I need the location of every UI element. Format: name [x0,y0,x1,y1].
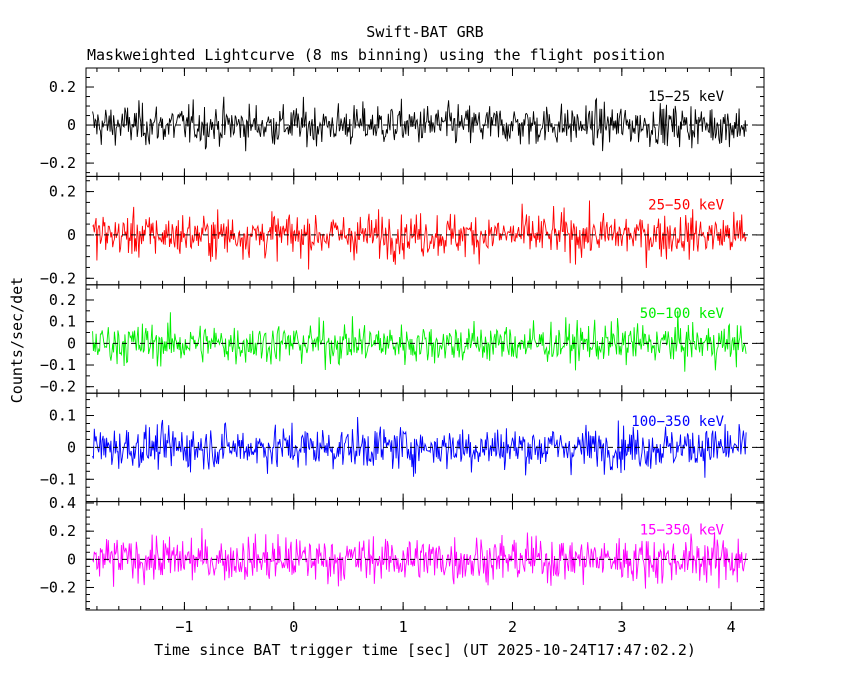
chart-subtitle: Maskweighted Lightcurve (8 ms binning) u… [87,46,665,64]
y-tick-label: 0.1 [49,407,76,425]
y-tick-label: 0 [67,550,76,568]
y-tick-label: 0.2 [49,522,76,540]
panel-1: 0.2 0 −0.2 15−25 keV [40,67,765,177]
y-tick-label: 0 [67,226,76,244]
band-label-2: 25−50 keV [648,197,724,213]
x-tick-label: −1 [175,618,193,636]
y-axis-label: Counts/sec/det [8,277,26,403]
y-tick-label: −0.1 [40,356,76,374]
y-tick-label: −0.1 [40,470,76,488]
y-tick-label: −0.2 [40,154,76,172]
series-trace-1 [92,96,747,152]
series-trace-5 [92,528,747,589]
x-tick-label: 3 [617,618,626,636]
panel-2: 0.2 0 −0.2 25−50 keV [40,175,765,287]
chart-title: Swift-BAT GRB [366,23,483,41]
series-trace-2 [92,200,747,270]
series-trace-4 [92,416,747,478]
band-label-1: 15−25 keV [648,89,724,105]
band-label-3: 50−100 keV [640,306,725,322]
y-tick-label: −0.2 [40,269,76,287]
y-tick-label: 0 [67,116,76,134]
band-label-5: 15−350 keV [640,523,725,539]
series-trace-3 [92,310,747,372]
panel-4: 0.1 0 −0.1 100−350 keV [40,392,765,503]
x-tick-label: 4 [727,618,736,636]
y-tick-label: 0.2 [49,291,76,309]
x-tick-label: 1 [399,618,408,636]
x-axis-label: Time since BAT trigger time [sec] (UT 20… [154,641,696,659]
panels-group: 0.2 0 −0.2 15−25 keV 0.2 0 −0.2 25−50 keV 0.2 0.1… [40,67,765,636]
x-tick-label: 0 [289,618,298,636]
y-tick-label: −0.2 [40,578,76,596]
y-tick-label: 0.4 [49,494,76,512]
y-tick-label: −0.2 [40,378,76,396]
y-tick-label: 0.2 [49,183,76,201]
band-label-4: 100−350 keV [631,414,724,430]
x-tick-label: 2 [508,618,517,636]
y-tick-label: 0 [67,438,76,456]
y-tick-label: 0.2 [49,78,76,96]
y-tick-label: 0.1 [49,313,76,331]
y-tick-label: 0 [67,334,76,352]
panel-3: 0.2 0.1 0 −0.1 −0.2 50−100 keV [40,284,765,396]
panel-5: 0.4 0.2 0 −0.2 15−350 keV [40,494,765,611]
